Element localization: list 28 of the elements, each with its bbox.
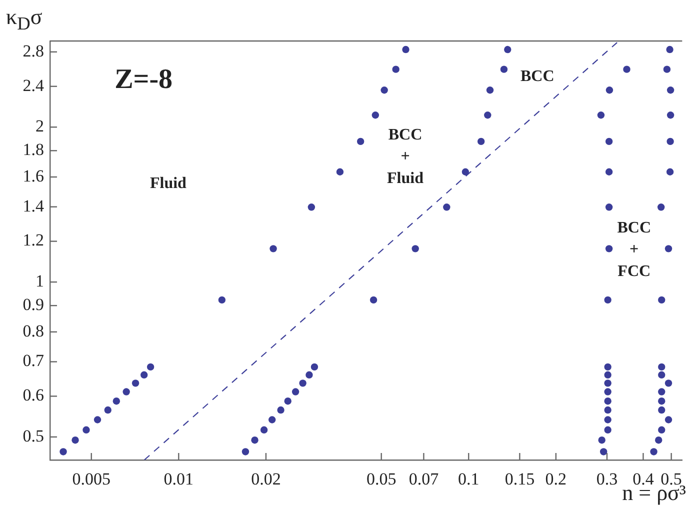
y-tick-label: 0.9 [22, 295, 44, 314]
x-tick-label: 0.2 [545, 470, 567, 489]
annotation: Z=-8 [114, 64, 173, 96]
annotation: BCC + FCC [617, 220, 652, 280]
y-tick-label: 2.8 [22, 41, 44, 60]
y-tick-label: 1.2 [22, 230, 44, 250]
x-tick-label: 0.1 [458, 470, 480, 489]
y-tick-label: 1.8 [22, 140, 44, 160]
y-tick-label: 0.6 [22, 386, 44, 405]
y-tick-label: 2 [36, 116, 44, 136]
y-tick-label: 2.4 [22, 76, 44, 95]
annotation: BCC + Fluid [387, 126, 424, 187]
x-tick-label: 0.005 [72, 470, 110, 489]
annotation: Fluid [150, 175, 187, 192]
y-tick-label: 1 [36, 271, 44, 290]
y-axis-title: κ$_{D}$σ [6, 4, 42, 34]
x-tick-label: 0.05 [366, 470, 396, 489]
annotation: BCC [520, 68, 554, 86]
y-tick-label: 0.5 [22, 426, 44, 446]
y-tick-label: 0.8 [22, 321, 44, 340]
y-tick-label: 1.6 [22, 166, 44, 186]
y-tick-label: 1.4 [22, 196, 44, 216]
x-tick-label: 0.07 [408, 470, 440, 489]
x-tick-label: 0.01 [164, 470, 194, 489]
x-tick-label: 0.02 [251, 470, 281, 489]
x-tick-label: 0.15 [504, 470, 535, 489]
y-tick-label: 0.7 [22, 351, 44, 370]
x-tick-label: 0.3 [596, 470, 618, 489]
